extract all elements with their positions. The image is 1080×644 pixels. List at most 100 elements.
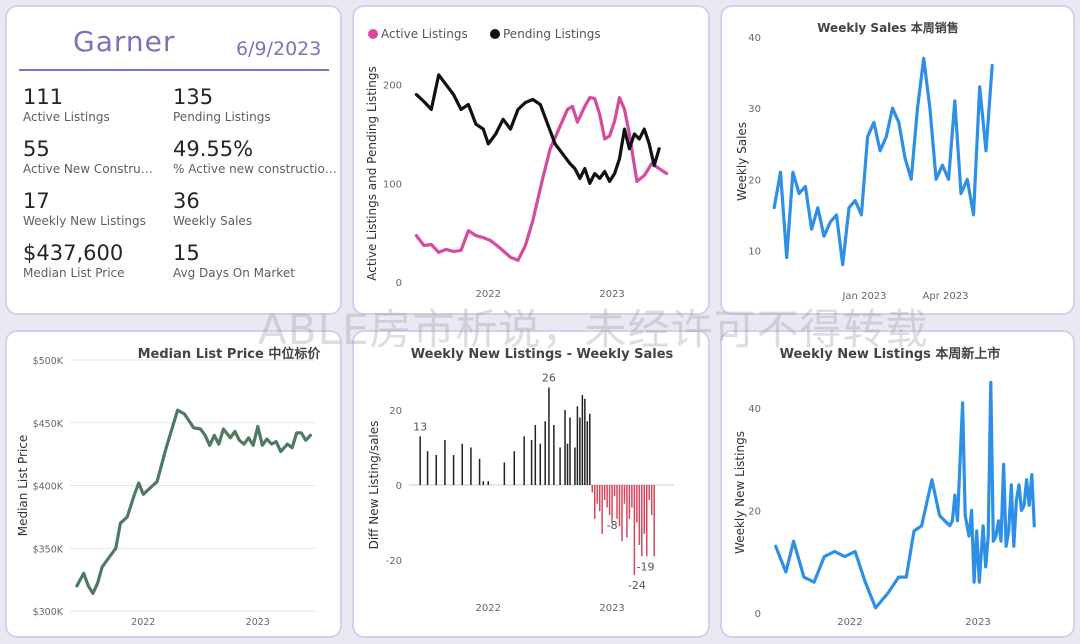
data-label: -19: [637, 560, 655, 573]
active-pending-chart: Active Listings and Pending Listings 0 100…: [365, 27, 669, 300]
y-tick-label: 20: [389, 406, 402, 417]
metric-weekly-sales: 36 Weekly Sales: [173, 189, 333, 229]
bar: [426, 451, 429, 485]
bar: [553, 425, 555, 485]
x-tick-label: 2023: [246, 617, 270, 628]
y-tick-label: 200: [383, 81, 402, 92]
bar: [548, 387, 550, 485]
metric-label: Median List Price: [23, 266, 125, 280]
bar: [643, 485, 646, 534]
metric-value: 49.55%: [173, 137, 254, 161]
metric-label: Weekly New Listings: [23, 214, 146, 228]
bar: [611, 485, 613, 523]
bar: [603, 485, 606, 500]
bar: [586, 421, 589, 485]
bar: [574, 447, 576, 485]
bar: [641, 485, 643, 557]
bar: [618, 485, 621, 527]
metric-value: 111: [23, 85, 64, 109]
chart-title: Weekly New Listings 本周新上市: [780, 346, 1001, 362]
bar: [633, 485, 636, 575]
bar: [596, 485, 598, 504]
bar: [584, 398, 586, 485]
y-tick-label: -20: [386, 556, 402, 567]
y-axis-label: Diff New Listing/sales: [367, 421, 381, 550]
bar: [579, 417, 581, 485]
report-date: 6/9/2023: [236, 38, 322, 60]
city-title: Garner: [73, 25, 176, 58]
data-label: 13: [413, 420, 427, 433]
data-label: -24: [628, 579, 646, 592]
y-tick-label: $300K: [33, 607, 64, 618]
bar: [650, 485, 653, 515]
y-tick-label: $500K: [33, 356, 64, 367]
bar: [564, 410, 566, 485]
y-tick-label: $350K: [33, 544, 64, 555]
metric-label: Active Listings: [23, 110, 110, 124]
bar: [487, 481, 490, 485]
bar: [606, 485, 608, 508]
y-tick-label: 100: [383, 179, 402, 190]
bar: [444, 440, 446, 485]
bar: [419, 436, 421, 485]
series-line: [414, 73, 661, 185]
median-list-price-chart-card: Median List Price 中位标价 Median List Price $…: [5, 330, 342, 638]
y-tick-label: 0: [755, 609, 761, 620]
x-tick-label: 2023: [965, 617, 990, 628]
y-axis-label: Weekly Sales: [735, 122, 749, 201]
metric-weekly-new-listings: 17 Weekly New Listings: [23, 189, 183, 229]
x-tick-label: 2022: [476, 289, 501, 300]
chart-title: Weekly New Listings - Weekly Sales: [411, 347, 674, 362]
y-tick-label: 0: [396, 481, 402, 492]
data-label: -8: [607, 519, 618, 532]
metric-label: Active New Construction Listings: [23, 162, 157, 176]
metric-value: 17: [23, 189, 50, 213]
metric-value: $437,600: [23, 241, 124, 265]
x-tick-label: 2023: [599, 289, 624, 300]
y-axis-label: Median List Price: [16, 435, 30, 537]
bar: [589, 413, 591, 485]
bar: [513, 451, 516, 485]
x-tick-label: 2022: [131, 617, 155, 628]
weekly-new-listings-chart-card: Weekly New Listings 本周新上市 Weekly New List…: [720, 330, 1075, 638]
bar: [435, 455, 437, 485]
bar: [544, 421, 546, 485]
series-line: [772, 56, 994, 267]
y-tick-label: 20: [748, 175, 761, 186]
bar: [613, 485, 616, 497]
bar: [648, 485, 650, 500]
y-axis-label: Active Listings and Pending Listings: [365, 66, 379, 281]
y-tick-label: 10: [748, 246, 761, 257]
metric-active-new-construction: 55 Active New Construction Listings: [23, 137, 183, 177]
bar: [559, 447, 561, 485]
series-line: [774, 380, 1036, 610]
chart-title: Weekly Sales 本周销售: [817, 20, 959, 35]
active-pending-chart-card: Active Listings and Pending Listings 0 100…: [352, 5, 710, 315]
bar: [523, 436, 525, 485]
x-tick-label: Jan 2023: [841, 291, 886, 302]
bar: [581, 395, 584, 485]
bar: [478, 458, 481, 485]
metric-active-listings: 111 Active Listings: [23, 85, 183, 125]
y-tick-label: 40: [748, 33, 761, 44]
metric-pending-listings: 135 Pending Listings: [173, 85, 333, 125]
weekly-new-listings-chart: Weekly New Listings 本周新上市 Weekly New List…: [733, 346, 1036, 628]
metric-label: Avg Days On Market: [173, 266, 295, 280]
bar: [569, 417, 571, 485]
y-tick-label: $450K: [33, 419, 64, 430]
legend-label: Pending Listings: [503, 27, 601, 41]
metric-value: 36: [173, 189, 200, 213]
summary-card: Garner 6/9/2023 111 Active Listings 135 …: [5, 5, 342, 315]
bar: [636, 485, 638, 523]
bar: [608, 485, 611, 515]
y-tick-label: $400K: [33, 482, 64, 493]
bar: [470, 447, 472, 485]
bar: [626, 485, 628, 538]
bar: [646, 485, 648, 557]
bar: [534, 425, 537, 485]
series-line: [75, 408, 312, 595]
y-tick-label: 20: [748, 506, 761, 517]
bar: [621, 485, 623, 542]
metric-label: Weekly Sales: [173, 214, 253, 228]
weekly-sales-chart-card: Weekly Sales 本周销售 Weekly Sales 10 20 30 40 Jan…: [720, 5, 1075, 315]
